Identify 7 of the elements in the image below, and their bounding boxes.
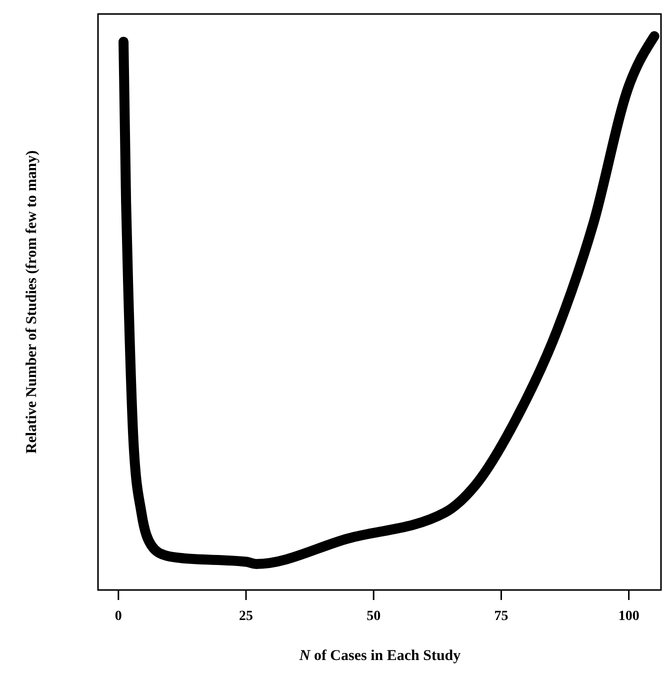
x-tick-label: 50: [366, 609, 381, 624]
y-axis-title: Relative Number of Studies (from few to many): [24, 150, 40, 454]
x-tick-label: 100: [618, 609, 640, 624]
x-tick-label: 0: [114, 609, 122, 624]
x-axis-title: N of Cases in Each Study: [298, 648, 462, 664]
x-tick-label: 75: [494, 609, 508, 624]
x-tick-label: 25: [239, 609, 254, 624]
